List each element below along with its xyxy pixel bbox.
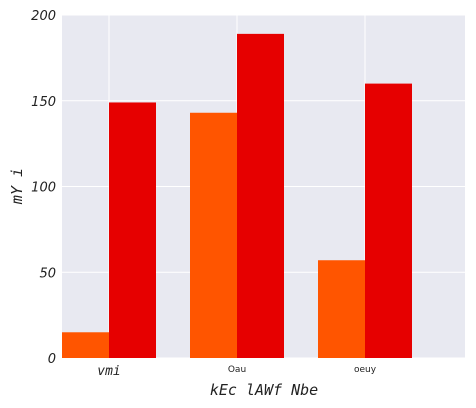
bar-vmi-series-1 — [62, 332, 109, 358]
y-tick-label: 150 — [31, 95, 56, 110]
x-tick-label: oeuy — [354, 365, 377, 375]
bars — [62, 33, 412, 359]
bar-Oau-series-2 — [237, 33, 284, 359]
x-axis-label: kEc lAWf Nbe — [210, 381, 318, 399]
y-tick-label: 0 — [48, 352, 56, 367]
bar-oeuy-series-2 — [365, 83, 412, 358]
y-tick-label: 50 — [39, 266, 56, 281]
y-tick-label: 100 — [31, 181, 56, 196]
bar-Oau-series-1 — [190, 112, 237, 358]
x-tick-label: Oau — [228, 365, 246, 375]
y-axis-label: mY i — [8, 168, 26, 205]
bar-vmi-series-2 — [109, 102, 156, 358]
bar-oeuy-series-1 — [318, 260, 365, 358]
y-tick-label: 200 — [31, 9, 56, 24]
x-tick-label: vmi — [97, 364, 120, 379]
y-tick-labels: 0 50 100 150 200 — [31, 9, 56, 367]
x-tick-labels: vmi Oau oeuy — [97, 364, 376, 379]
